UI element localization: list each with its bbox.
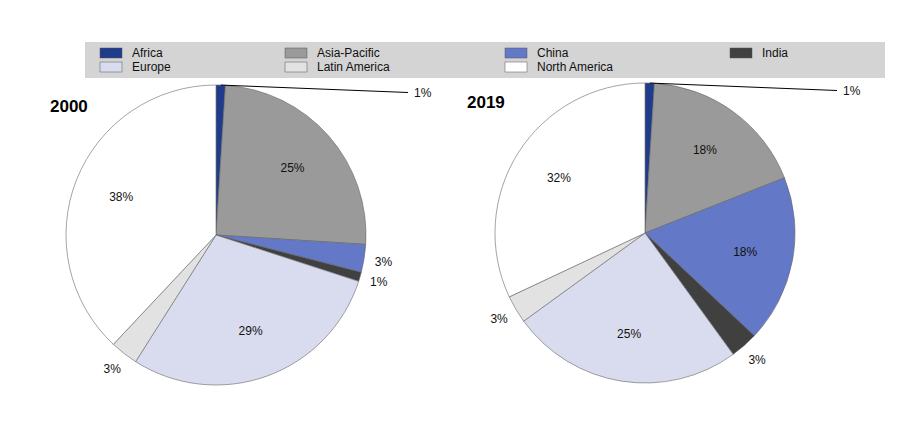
legend-swatch bbox=[505, 48, 527, 58]
legend-label: North America bbox=[537, 60, 613, 74]
pie: 1% 25% 3% 1% 29% 3% 38% bbox=[66, 85, 432, 385]
data-label: 25% bbox=[280, 161, 304, 175]
data-label: 3% bbox=[375, 255, 393, 269]
data-label: 29% bbox=[239, 324, 263, 338]
data-labels: 1% 25% 3% 1% 29% 3% 38% bbox=[103, 85, 431, 376]
legend-label: Latin America bbox=[317, 60, 390, 74]
chart-title: 2019 bbox=[467, 93, 505, 112]
legend-box bbox=[85, 42, 885, 78]
data-label: 3% bbox=[103, 362, 121, 376]
data-label: 3% bbox=[490, 312, 508, 326]
legend-swatch bbox=[730, 48, 752, 58]
data-label: 1% bbox=[370, 275, 388, 289]
data-label: 18% bbox=[693, 143, 717, 157]
data-label: 38% bbox=[109, 190, 133, 204]
legend-label: Europe bbox=[132, 60, 171, 74]
leader-line bbox=[650, 83, 837, 90]
leader-line bbox=[221, 85, 408, 92]
pie: 1% 18% 18% 3% 25% 3% 32% bbox=[490, 83, 860, 383]
chart-title: 2000 bbox=[50, 97, 88, 116]
legend-swatch bbox=[285, 62, 307, 72]
data-label: 18% bbox=[733, 245, 757, 259]
data-label: 3% bbox=[748, 353, 766, 367]
slices bbox=[66, 85, 366, 385]
legend-label: China bbox=[537, 46, 569, 60]
legend: Africa Asia-Pacific China India Europe Latin … bbox=[85, 42, 885, 78]
slices bbox=[495, 83, 795, 383]
data-labels: 1% 18% 18% 3% 25% 3% 32% bbox=[490, 83, 860, 367]
pie-slice bbox=[216, 85, 366, 244]
pie-slice bbox=[495, 83, 645, 297]
legend-swatch bbox=[100, 62, 122, 72]
legend-swatch bbox=[285, 48, 307, 58]
data-label: 1% bbox=[414, 86, 432, 100]
chart-canvas: Africa Asia-Pacific China India Europe Latin … bbox=[0, 0, 900, 428]
legend-swatch bbox=[505, 62, 527, 72]
pie-slice bbox=[66, 85, 216, 344]
data-label: 25% bbox=[617, 327, 641, 341]
data-label: 1% bbox=[843, 84, 861, 98]
data-label: 32% bbox=[547, 171, 571, 185]
legend-label: India bbox=[762, 46, 788, 60]
legend-label: Asia-Pacific bbox=[317, 46, 380, 60]
legend-label: Africa bbox=[132, 46, 163, 60]
legend-swatch bbox=[100, 48, 122, 58]
